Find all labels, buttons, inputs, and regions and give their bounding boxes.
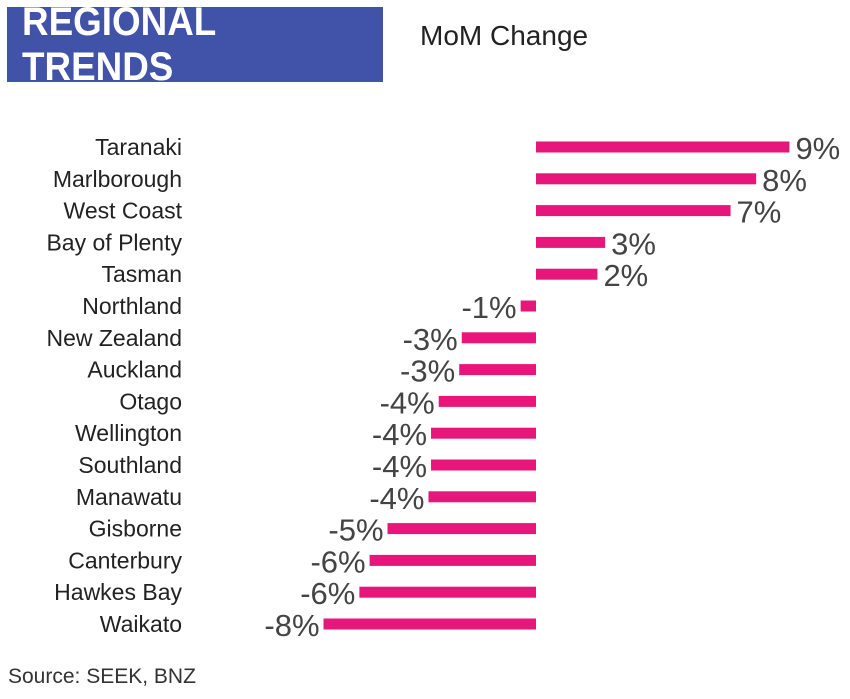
value-label: 9% xyxy=(795,131,840,166)
category-label: Waikato xyxy=(100,611,182,637)
title-banner: REGIONAL TRENDS xyxy=(7,0,383,89)
category-label: Hawkes Bay xyxy=(54,579,182,605)
value-label: 2% xyxy=(603,258,648,293)
bar xyxy=(431,427,536,439)
chart-title: REGIONAL TRENDS xyxy=(22,0,216,89)
bar xyxy=(359,586,536,598)
bar xyxy=(438,395,536,407)
category-label: Bay of Plenty xyxy=(46,229,182,255)
bar xyxy=(536,205,731,217)
category-label: Tasman xyxy=(101,261,182,287)
category-label: Marlborough xyxy=(53,166,182,192)
bar xyxy=(461,332,536,344)
category-label: Auckland xyxy=(87,357,182,383)
value-label: -4% xyxy=(380,385,435,420)
bar xyxy=(536,236,606,248)
bar-chart: Taranaki 9% Marlborough 8% West Coast 7% Bay o… xyxy=(46,131,840,643)
bar xyxy=(428,491,536,503)
value-label: -4% xyxy=(372,417,427,452)
value-label: 8% xyxy=(762,163,807,198)
category-label: Gisborne xyxy=(89,516,182,542)
category-label: West Coast xyxy=(64,198,183,224)
bar xyxy=(369,554,536,566)
chart-subtitle: MoM Change xyxy=(420,20,589,51)
value-label: -4% xyxy=(372,449,427,484)
category-label: Southland xyxy=(78,452,182,478)
bar xyxy=(431,459,536,471)
category-label: New Zealand xyxy=(46,325,182,351)
value-label: 3% xyxy=(611,226,656,261)
source-note: Source: SEEK, BNZ xyxy=(8,665,196,688)
value-label: -1% xyxy=(461,290,516,325)
bar xyxy=(536,268,598,280)
category-label: Canterbury xyxy=(68,547,182,573)
category-label: Wellington xyxy=(75,420,182,446)
bar xyxy=(536,173,757,185)
value-label: -8% xyxy=(264,608,319,643)
bar xyxy=(459,364,536,376)
category-label: Manawatu xyxy=(76,484,182,510)
category-label: Taranaki xyxy=(95,134,182,160)
value-label: -6% xyxy=(310,544,365,579)
category-label: Otago xyxy=(119,388,182,414)
value-label: -6% xyxy=(300,576,355,611)
bar xyxy=(387,523,536,535)
value-label: -4% xyxy=(369,481,424,516)
category-label: Northland xyxy=(82,293,182,319)
value-label: 7% xyxy=(737,195,782,230)
value-label: -3% xyxy=(400,354,455,389)
value-label: -5% xyxy=(328,513,383,548)
bar xyxy=(536,141,790,153)
bar xyxy=(323,618,536,630)
bar xyxy=(520,300,536,312)
value-label: -3% xyxy=(403,322,458,357)
